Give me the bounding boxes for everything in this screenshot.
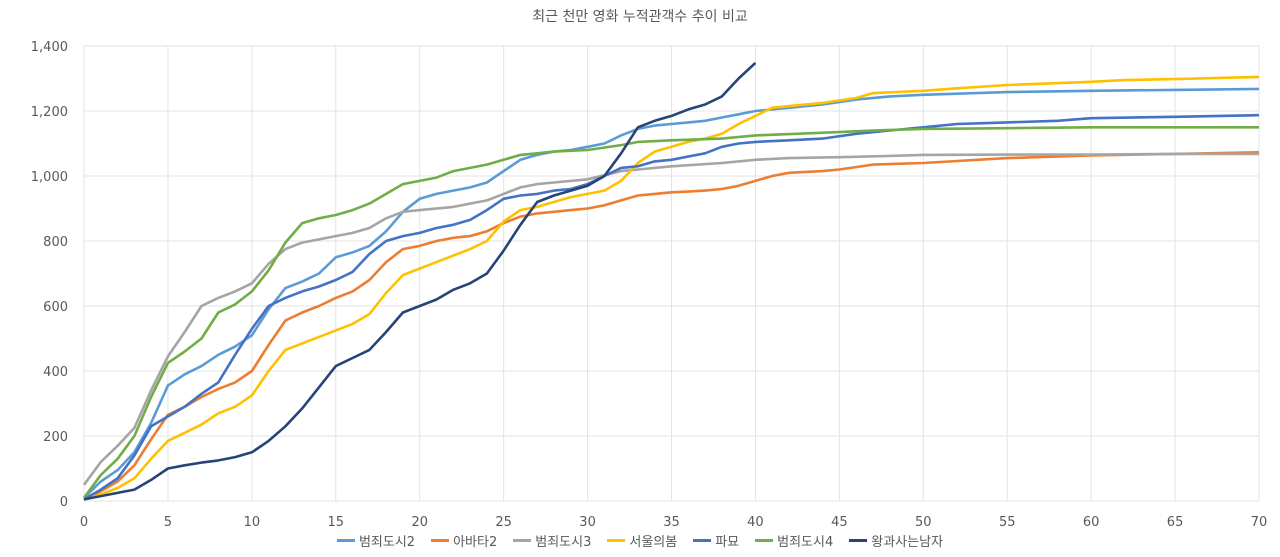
x-tick-label: 35 bbox=[663, 515, 680, 530]
legend-label: 아바타2 bbox=[453, 535, 498, 550]
y-tick-label: 400 bbox=[43, 365, 68, 380]
legend-item: 범죄도시2 bbox=[336, 531, 416, 550]
x-tick-label: 50 bbox=[915, 515, 932, 530]
y-tick-label: 0 bbox=[60, 495, 68, 510]
legend-item: 범죄도시3 bbox=[513, 531, 591, 550]
x-tick-label: 10 bbox=[244, 515, 261, 530]
legend-label: 범죄도시3 bbox=[535, 535, 592, 550]
y-tick-label: 200 bbox=[43, 430, 68, 445]
legend-swatch bbox=[513, 539, 532, 542]
chart-title: 최근 천만 영화 누적관객수 추이 비교 bbox=[532, 9, 748, 25]
x-tick-label: 25 bbox=[495, 515, 512, 530]
x-tick-label: 45 bbox=[831, 515, 848, 530]
legend: 범죄도시2 아바타2 범죄도시3 서울의봄 파묘 범죄도시4 왕과사는남자 bbox=[0, 531, 1280, 550]
legend-label: 파묘 bbox=[715, 535, 740, 550]
x-tick-label: 70 bbox=[1251, 515, 1268, 530]
x-tick-label: 65 bbox=[1167, 515, 1184, 530]
y-tick-label: 600 bbox=[43, 300, 68, 315]
legend-swatch bbox=[693, 539, 712, 542]
y-tick-label: 1,000 bbox=[31, 170, 68, 185]
series-line-3 bbox=[82, 152, 1259, 486]
legend-item: 서울의봄 bbox=[607, 531, 677, 550]
x-tick-label: 15 bbox=[328, 515, 345, 530]
legend-swatch bbox=[336, 539, 355, 542]
y-tick-label: 800 bbox=[43, 235, 68, 250]
legend-item: 왕과사는남자 bbox=[849, 531, 943, 550]
legend-swatch bbox=[431, 539, 450, 542]
legend-swatch bbox=[607, 539, 626, 542]
x-tick-label: 0 bbox=[80, 515, 88, 530]
x-tick-label: 5 bbox=[164, 515, 172, 530]
series-line-7 bbox=[83, 61, 757, 501]
legend-label: 범죄도시4 bbox=[777, 535, 834, 550]
legend-swatch bbox=[755, 539, 774, 542]
y-tick-label: 1,400 bbox=[31, 40, 68, 55]
series-line-4 bbox=[83, 75, 1260, 501]
x-tick-label: 55 bbox=[999, 515, 1016, 530]
legend-item: 아바타2 bbox=[431, 531, 497, 550]
legend-swatch bbox=[849, 539, 868, 542]
x-tick-label: 30 bbox=[579, 515, 596, 530]
legend-item: 파묘 bbox=[693, 531, 739, 550]
y-tick-label: 1,200 bbox=[31, 105, 68, 120]
legend-label: 왕과사는남자 bbox=[871, 535, 944, 550]
legend-label: 서울의봄 bbox=[629, 535, 678, 550]
series-line-5 bbox=[83, 113, 1260, 501]
series-line-6 bbox=[82, 126, 1259, 499]
x-tick-label: 60 bbox=[1083, 515, 1100, 530]
legend-item: 범죄도시4 bbox=[755, 531, 833, 550]
x-tick-label: 20 bbox=[411, 515, 428, 530]
legend-label: 범죄도시2 bbox=[358, 535, 416, 550]
x-tick-label: 40 bbox=[747, 515, 764, 530]
series-line-1 bbox=[83, 87, 1260, 499]
